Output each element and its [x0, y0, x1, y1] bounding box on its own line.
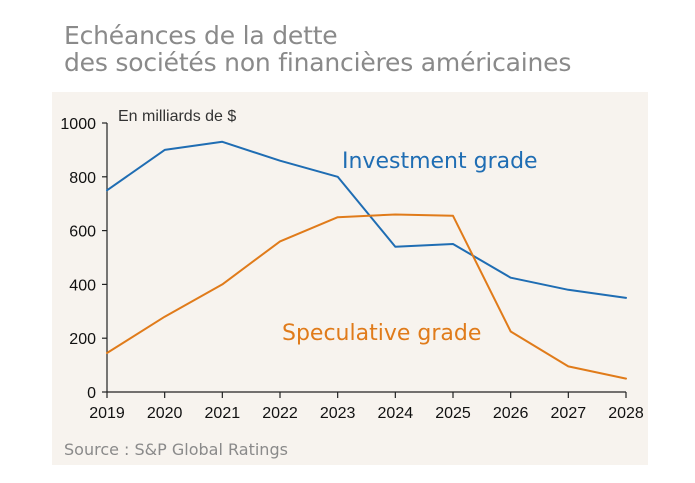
x-tick-label: 2020: [147, 405, 183, 422]
series-line-speculative-grade: [106, 213, 627, 380]
x-tick-label: 2024: [378, 405, 414, 422]
x-tick-label: 2019: [89, 405, 125, 422]
y-tick-label: 600: [69, 224, 96, 241]
y-tick-label: 1000: [60, 116, 96, 133]
chart-title-line-1: Echéances de la dette: [64, 21, 338, 50]
chart-title-line-2: des sociétés non financières américaines: [64, 48, 572, 77]
unit-label: En milliards de $: [118, 108, 236, 125]
x-tick-label: 2028: [608, 405, 644, 422]
x-tick-label: 2025: [435, 405, 471, 422]
y-tick-label: 200: [69, 331, 96, 348]
y-tick-label: 800: [69, 170, 96, 187]
x-tick-label: 2023: [320, 405, 356, 422]
x-tick-label: 2026: [493, 405, 529, 422]
series-label-speculative-grade: Speculative grade: [282, 321, 481, 346]
y-tick-label: 0: [87, 385, 96, 402]
x-tick-label: 2027: [551, 405, 587, 422]
series-label-investment-grade: Investment grade: [342, 149, 538, 174]
source-note: Source : S&P Global Ratings: [64, 440, 288, 459]
chart-panel: [52, 92, 648, 465]
x-tick-label: 2022: [262, 405, 298, 422]
chart-title: Echéances de la dette des sociétés non f…: [64, 22, 571, 76]
series-line-investment-grade: [106, 140, 627, 299]
y-tick-label: 400: [69, 277, 96, 294]
x-tick-label: 2021: [205, 405, 241, 422]
